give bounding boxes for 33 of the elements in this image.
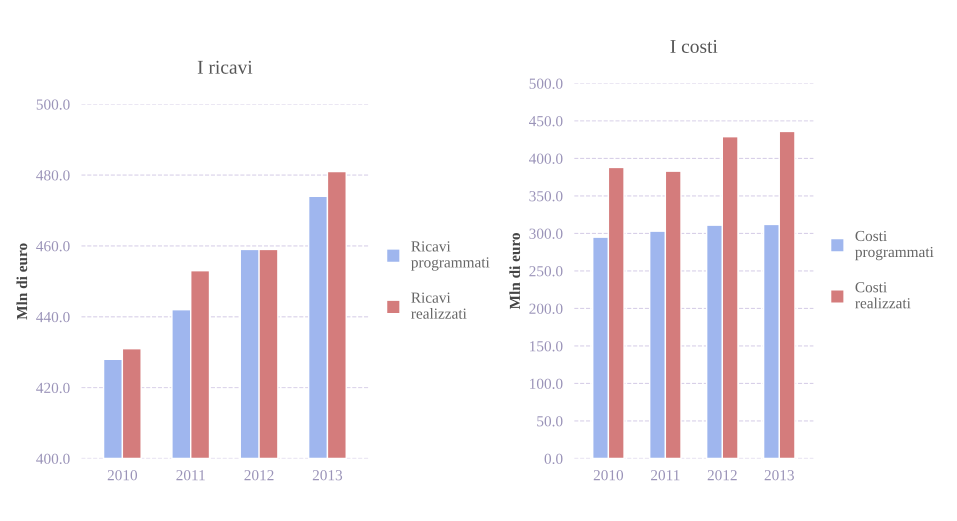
x-tick-label: 2011	[651, 470, 680, 480]
y-tick-label: 250.0	[529, 266, 563, 276]
legend-label: Ricavi realizzati	[411, 292, 467, 319]
y-tick-label: 500.0	[36, 99, 70, 110]
x-tick-label: 2011	[176, 470, 205, 480]
y-tick-label: 500.0	[530, 78, 563, 89]
x-tick-label: 2010	[108, 470, 138, 480]
y-tick-label: 150.0	[530, 341, 563, 352]
y-tick-label: 420.0	[36, 382, 70, 394]
x-tick-label: 2013	[312, 470, 342, 480]
y-axis-title: Mln di euro	[509, 233, 520, 310]
y-axis-title: Mln di euro	[16, 243, 28, 320]
chart-title: I ricavi	[198, 60, 252, 74]
chart-title: I costi	[670, 40, 718, 53]
x-tick-label: 2012	[708, 470, 737, 480]
y-tick-label: 480.0	[36, 170, 70, 181]
y-tick-label: 440.0	[36, 312, 70, 322]
y-tick-label: 460.0	[36, 241, 70, 252]
legend-label: Costi realizzati	[855, 282, 911, 308]
legend-label: Ricavi programmati	[411, 241, 490, 271]
x-tick-label: 2010	[594, 470, 624, 480]
y-tick-label: 0.0	[544, 454, 563, 464]
y-tick-label: 400.0	[529, 154, 563, 164]
legend-label: Costi programmati	[855, 230, 934, 260]
y-tick-label: 100.0	[530, 378, 563, 389]
x-tick-label: 2013	[764, 470, 794, 480]
y-tick-label: 200.0	[529, 304, 563, 314]
y-tick-label: 450.0	[529, 116, 563, 126]
y-tick-label: 50.0	[537, 416, 563, 426]
y-tick-label: 400.0	[36, 454, 70, 464]
y-tick-label: 300.0	[529, 228, 563, 239]
x-tick-label: 2012	[244, 470, 274, 480]
y-tick-label: 350.0	[529, 191, 563, 202]
